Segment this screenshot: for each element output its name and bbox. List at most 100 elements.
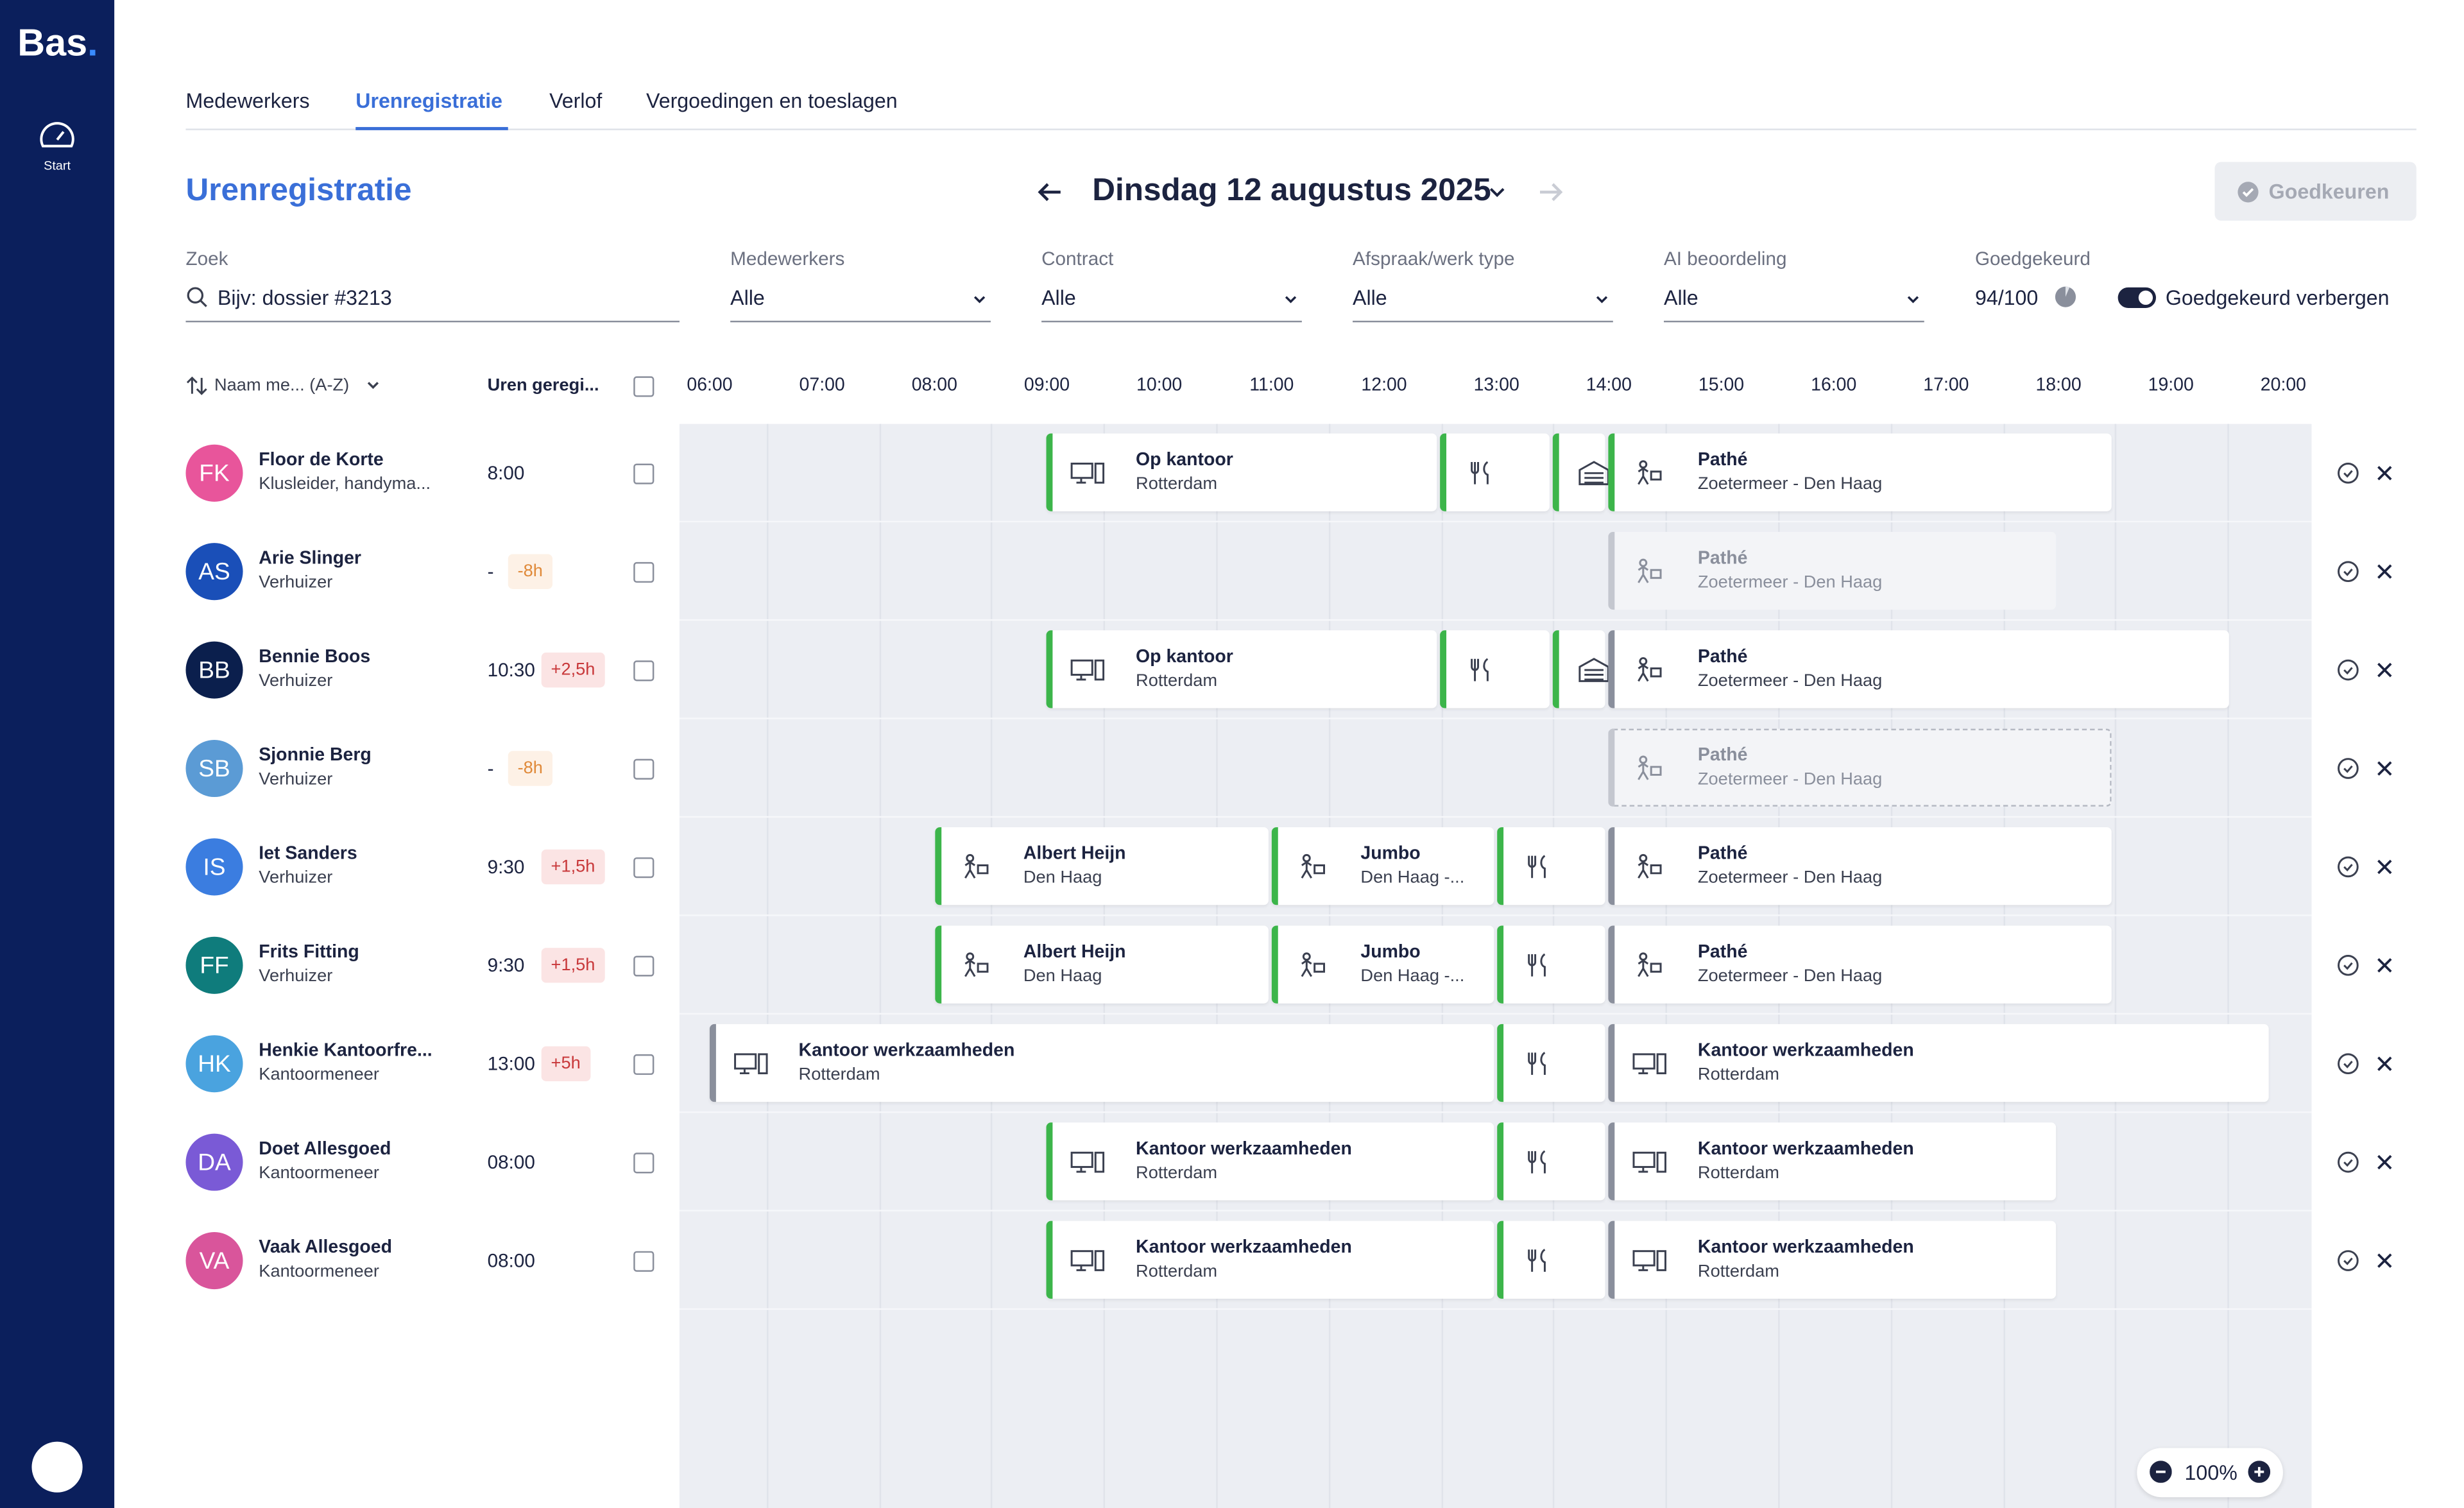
zoom-out[interactable] (2150, 1461, 2172, 1483)
row-actions[interactable] (2336, 1248, 2399, 1274)
shift-block[interactable] (1047, 433, 1437, 511)
search-input[interactable]: Bijv: dossier #3213 (217, 286, 392, 310)
shift-block[interactable] (1047, 630, 1437, 708)
shift-bar (1609, 1221, 1616, 1299)
row-actions[interactable] (2336, 461, 2399, 486)
tab[interactable]: Verlof (549, 89, 603, 113)
select-all[interactable] (633, 376, 654, 397)
employee-name: Arie Slinger (259, 549, 362, 569)
shift-block[interactable] (1609, 531, 2056, 610)
sort-icon[interactable] (185, 376, 208, 395)
shift-block[interactable] (1047, 1122, 1494, 1201)
shift-icon (1527, 855, 1545, 878)
row-checkbox[interactable] (633, 463, 654, 484)
row-actions[interactable] (2336, 1051, 2399, 1077)
shift-block[interactable] (1440, 630, 1550, 708)
shift-block[interactable] (934, 827, 1269, 905)
shift-block[interactable] (1609, 1221, 2056, 1299)
row-actions[interactable] (2336, 657, 2399, 683)
shift-block[interactable] (1609, 728, 2112, 807)
tab[interactable]: Vergoedingen en toeslagen (646, 89, 898, 113)
prev-day[interactable] (1035, 178, 1064, 207)
shift-block[interactable] (1609, 433, 2112, 511)
avatar: FF (185, 936, 243, 994)
date-chevron[interactable] (1487, 183, 1507, 202)
shift-block[interactable] (1609, 827, 2112, 905)
shift-block[interactable] (934, 925, 1269, 1004)
shift-block[interactable] (1609, 925, 2112, 1004)
filter-chevron[interactable] (1594, 292, 1610, 308)
avatar: FK (185, 444, 243, 502)
filter-chevron[interactable] (1905, 292, 1921, 308)
filter-value[interactable]: Alle (1041, 286, 1076, 310)
row-checkbox[interactable] (633, 561, 654, 583)
row-divider (679, 520, 2312, 523)
row-checkbox[interactable] (633, 1054, 654, 1075)
zoom-in[interactable] (2248, 1461, 2271, 1483)
filter-value[interactable]: Alle (730, 286, 765, 310)
hours-delta: -8h (508, 554, 552, 589)
search-label: Zoek (185, 247, 228, 270)
row-checkbox[interactable] (633, 1251, 654, 1272)
row-actions[interactable] (2336, 1149, 2399, 1175)
shift-title: Kantoor werkzaamheden (1697, 1140, 1914, 1160)
shift-icon (1633, 1053, 1667, 1075)
shift-block[interactable] (1271, 925, 1494, 1004)
shift-block[interactable] (1440, 433, 1550, 511)
shift-bar (1609, 925, 1616, 1004)
row-actions[interactable] (2336, 953, 2399, 979)
shift-block[interactable] (1271, 827, 1494, 905)
shift-block[interactable] (1496, 827, 1606, 905)
shift-bar (1496, 827, 1503, 905)
name-chevron[interactable] (365, 378, 381, 394)
row-checkbox[interactable] (633, 955, 654, 977)
filter-value[interactable]: Alle (1353, 286, 1387, 310)
date[interactable]: Dinsdag 12 augustus 2025 (1092, 173, 1491, 209)
avatar-initials: SB (198, 755, 230, 783)
shift-block[interactable] (1496, 1221, 1606, 1299)
employee-role: Klusleider, handyma... (259, 474, 431, 494)
row-actions[interactable] (2336, 559, 2399, 585)
tab[interactable]: Urenregistratie (355, 89, 503, 113)
shift-bar (1552, 433, 1559, 511)
employee-role: Verhuizer (259, 573, 333, 592)
registered-hours: 08:00 (487, 1249, 535, 1272)
row-actions[interactable] (2336, 854, 2399, 880)
row-checkbox[interactable] (633, 857, 654, 878)
shift-block[interactable] (709, 1024, 1494, 1102)
shift-bar (1440, 630, 1447, 708)
shift-block[interactable] (1609, 630, 2230, 708)
shift-block[interactable] (1609, 1024, 2269, 1102)
hour-label: 11:00 (1249, 376, 1294, 396)
shift-icon (1579, 461, 1609, 486)
shift-title: Op kantoor (1136, 450, 1233, 470)
row-checkbox[interactable] (633, 660, 654, 681)
hide-toggle-label[interactable]: Goedgekeurd verbergen (2165, 286, 2390, 310)
filter-chevron[interactable] (971, 292, 988, 308)
shift-title: Op kantoor (1136, 647, 1233, 667)
row-divider (679, 1308, 2312, 1310)
hour-label: 20:00 (2260, 376, 2307, 396)
shift-block[interactable] (1496, 1024, 1606, 1102)
shift-icon (1638, 460, 1663, 485)
approved-label: Goedgekeurd (1974, 247, 2091, 270)
shift-block[interactable] (1609, 1122, 2056, 1201)
row-checkbox[interactable] (633, 758, 654, 780)
shift-block[interactable] (1047, 1221, 1494, 1299)
next-day[interactable] (1537, 178, 1566, 207)
shift-block[interactable] (1496, 1122, 1606, 1201)
nav-start[interactable]: Start (44, 159, 71, 173)
row-checkbox[interactable] (633, 1152, 654, 1174)
start-icon[interactable] (38, 121, 76, 152)
row-actions[interactable] (2336, 756, 2399, 782)
name-column[interactable]: Naam me... (A-Z) (214, 376, 350, 396)
filter-value[interactable]: Alle (1663, 286, 1698, 310)
hours-column: Uren geregi... (487, 376, 599, 396)
brand-dot: . (87, 22, 98, 65)
tab[interactable]: Medewerkers (185, 89, 310, 113)
hours-delta: +1,5h (541, 849, 605, 885)
shift-location: Zoetermeer - Den Haag (1697, 671, 1883, 691)
user-avatar[interactable] (31, 1441, 83, 1493)
filter-chevron[interactable] (1283, 292, 1299, 308)
shift-block[interactable] (1496, 925, 1606, 1004)
